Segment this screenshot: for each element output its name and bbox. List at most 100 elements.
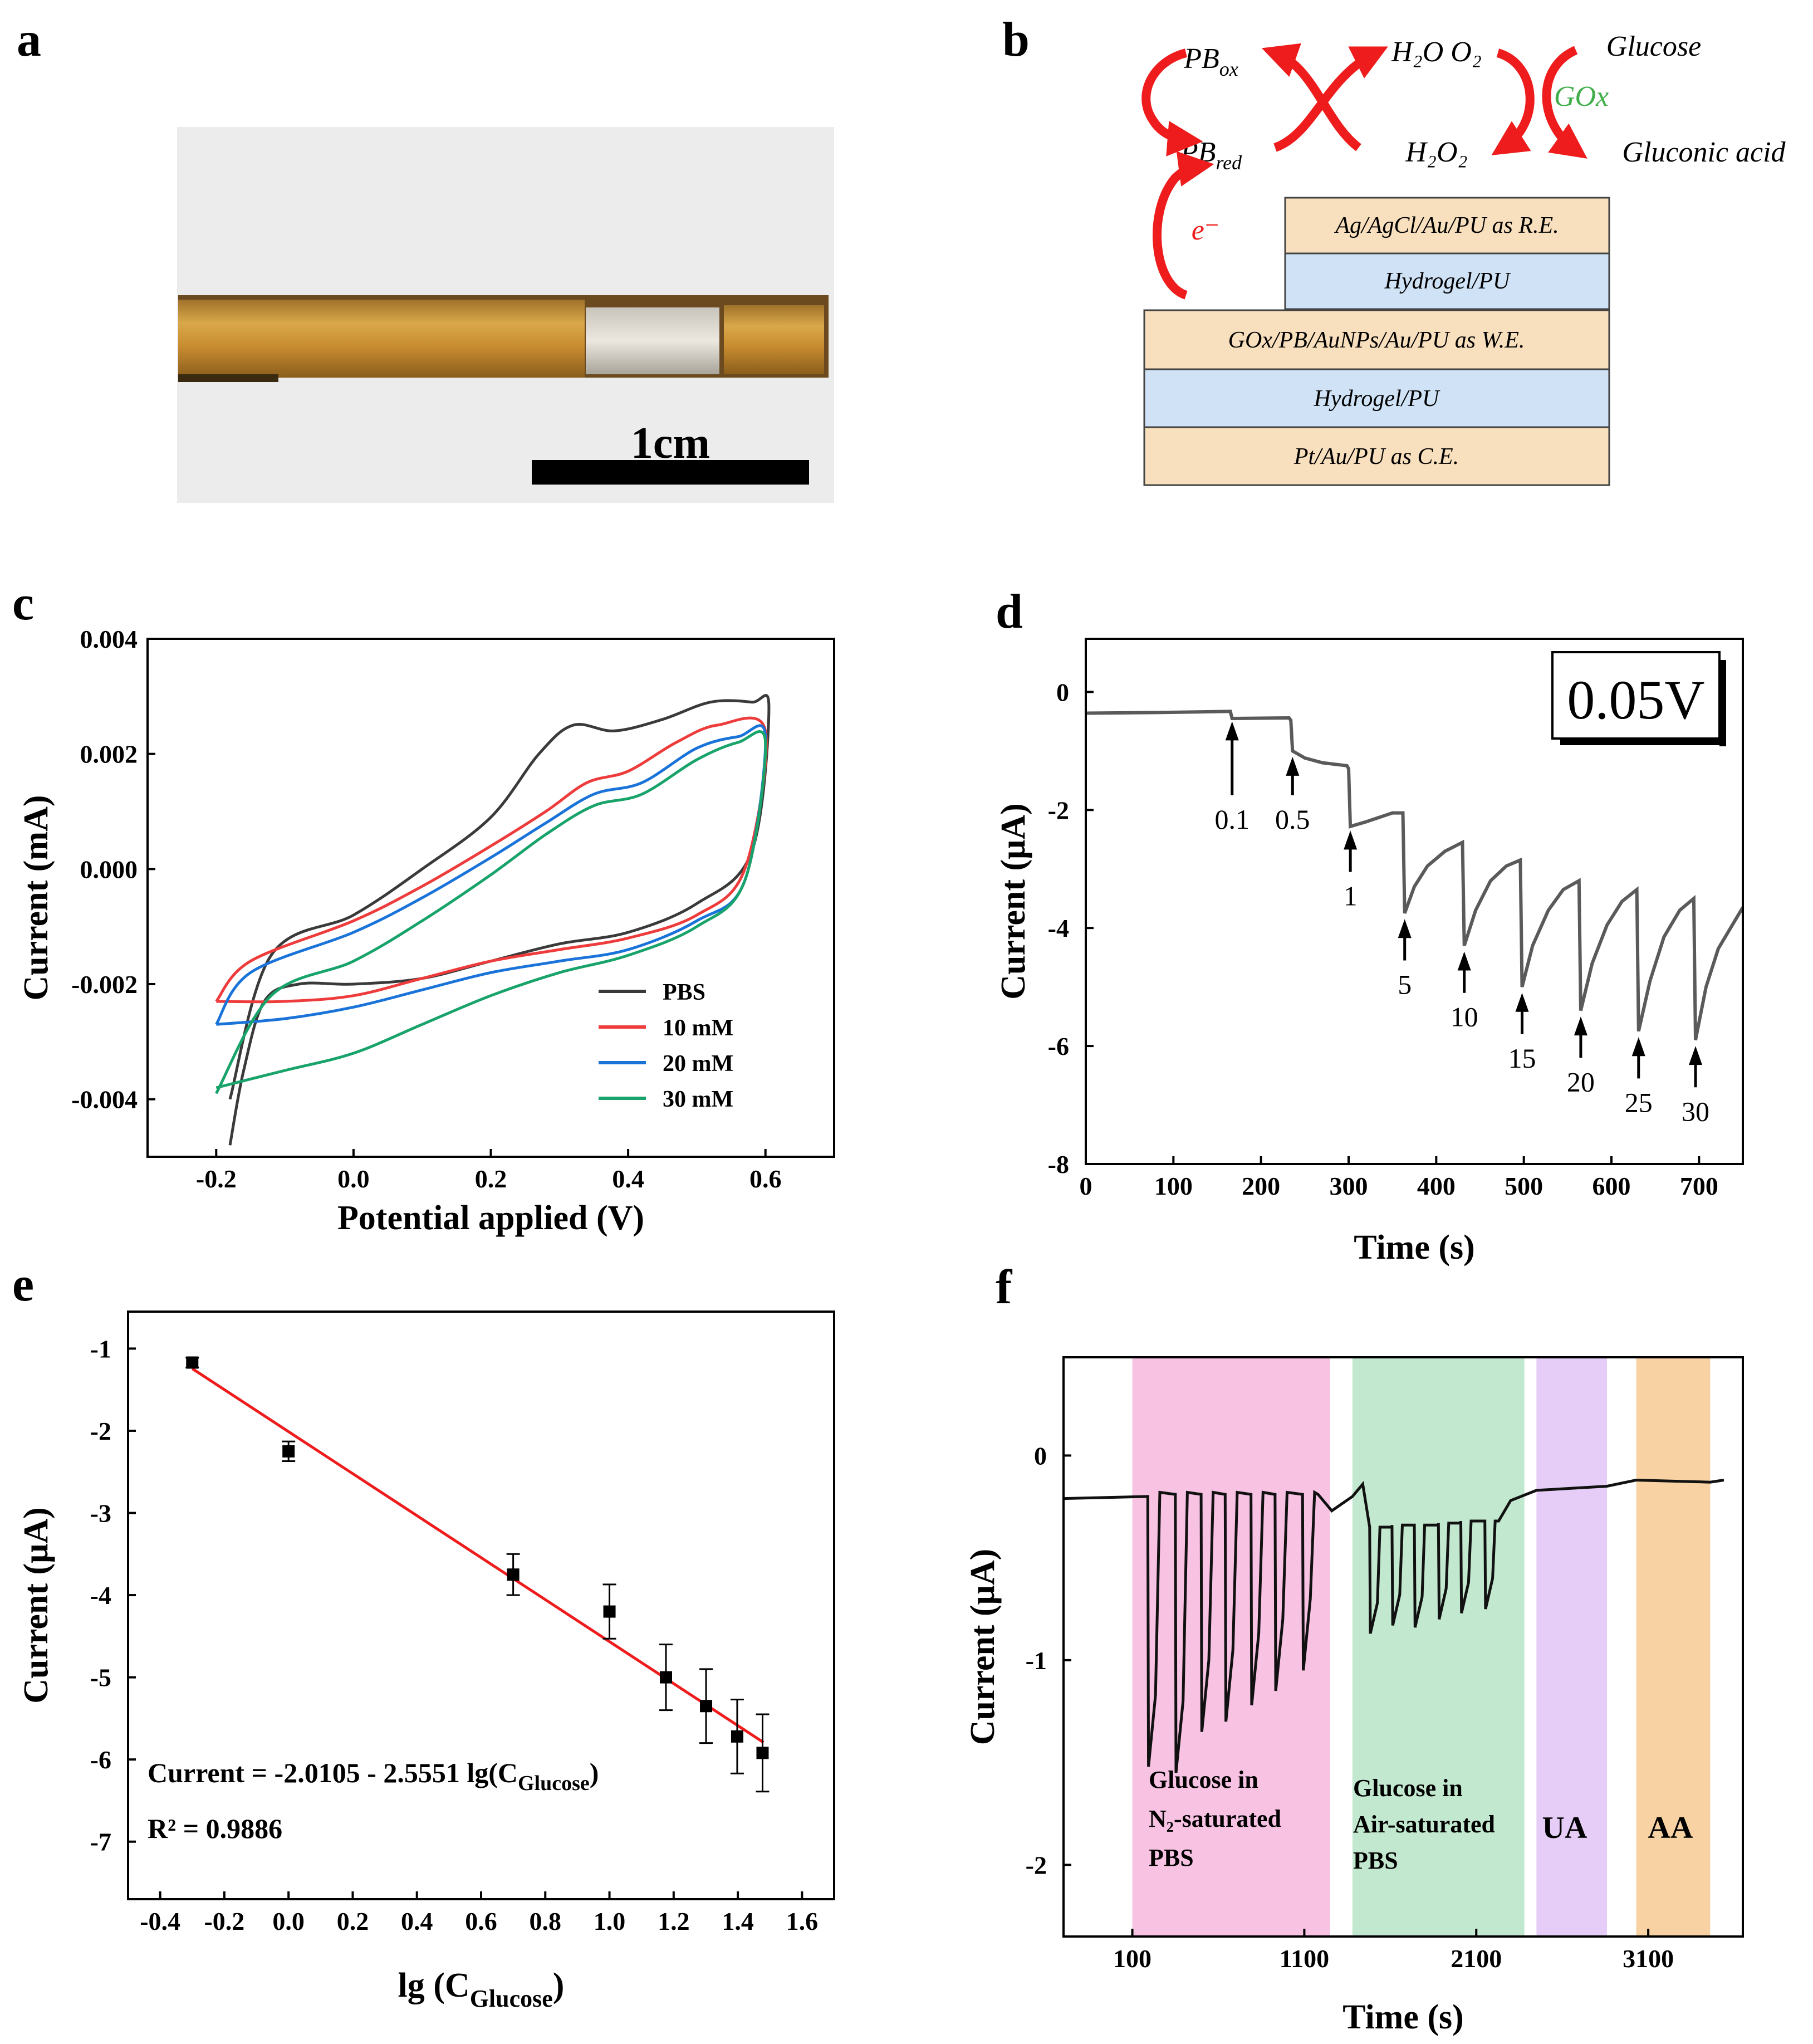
region-band-3 xyxy=(1636,1357,1711,1937)
data-point-1 xyxy=(282,1445,295,1458)
data-point-5 xyxy=(700,1700,713,1713)
addition-arrowhead-8 xyxy=(1689,1046,1703,1065)
chart-d-plot-frame xyxy=(1085,638,1744,1165)
chart-e-xtick-label: 0.4 xyxy=(401,1907,433,1935)
chart-e-xtick-label: -0.4 xyxy=(140,1907,180,1935)
gox-label: GOx xyxy=(1554,81,1609,113)
layer-ce-label: Pt/Au/PU as C.E. xyxy=(1293,444,1459,470)
addition-arrowhead-1 xyxy=(1286,756,1300,776)
addition-label-6: 20 xyxy=(1567,1066,1595,1097)
chart-e-ytick-label: -5 xyxy=(90,1664,111,1692)
chart-c-ylabel: Current (mA) xyxy=(17,795,55,1000)
scale-bar xyxy=(532,460,809,485)
addition-label-2: 1 xyxy=(1344,881,1358,912)
chart-e: -0.4 -0.2 0.0 0.2 0.4 0.6 0.8 1.0 1.2 1.4 1.6 -1 -2 -… xyxy=(17,1310,835,2012)
chart-f: 100 1100 2100 3100 0 -1 -2 Time (s) Current (μA)… xyxy=(964,1356,1744,2036)
chart-d-ytick-label: -4 xyxy=(1048,914,1069,942)
panel-b-schematic: PBox H₂O O₂ Glucose GOx PBred H₂O₂ Gluco… xyxy=(1141,31,1786,486)
addition-arrowhead-2 xyxy=(1344,830,1358,850)
layer-we xyxy=(1143,309,1610,370)
region-band-1 xyxy=(1352,1357,1525,1937)
addition-arrowhead-7 xyxy=(1631,1037,1645,1057)
electrode-gold-tip xyxy=(724,305,824,374)
region-band-0 xyxy=(1132,1357,1330,1937)
chart-d-ytick-label: -8 xyxy=(1048,1150,1069,1179)
region-label-air-line1: Glucose in xyxy=(1353,1774,1463,1802)
chart-c-xtick-label: 0.6 xyxy=(749,1165,782,1193)
chart-c-xtick-label: -0.2 xyxy=(196,1165,237,1193)
cv-series-30-mm xyxy=(215,730,767,1094)
chart-c-ytick-label: -0.004 xyxy=(71,1085,138,1114)
region-label-n2-line3: PBS xyxy=(1149,1844,1194,1871)
chart-f-xlabel: Time (s) xyxy=(1342,1998,1464,2036)
addition-label-1: 0.5 xyxy=(1275,804,1310,835)
region-label-aa: AA xyxy=(1648,1811,1693,1845)
selectivity-trace xyxy=(1063,1478,1724,1773)
addition-label-0: 0.1 xyxy=(1214,804,1250,835)
amperometric-trace xyxy=(1085,710,1745,1041)
legend-label-2: 20 mM xyxy=(663,1051,733,1077)
chart-d-xlabel: Time (s) xyxy=(1354,1229,1475,1267)
addition-label-3: 5 xyxy=(1398,969,1412,1000)
chart-e-xtick-label: 0.6 xyxy=(465,1907,497,1935)
voltage-box-shadow-right xyxy=(1719,660,1726,746)
layer-we-label: GOx/PB/AuNPs/Au/PU as W.E. xyxy=(1228,327,1525,353)
chart-f-ylabel: Current (μA) xyxy=(964,1549,1002,1745)
layer-re xyxy=(1284,197,1610,255)
data-point-3 xyxy=(603,1605,616,1618)
electrode-silver-section xyxy=(586,307,719,374)
chart-e-xtick-label: 1.4 xyxy=(722,1907,754,1935)
panel-b-letter: b xyxy=(1002,13,1030,67)
panel-d-letter: d xyxy=(996,585,1023,639)
cv-series-pbs xyxy=(228,694,771,1146)
chart-d-xtick-label: 400 xyxy=(1417,1172,1456,1200)
panel-a-letter: a xyxy=(17,13,41,67)
addition-label-5: 15 xyxy=(1508,1043,1536,1074)
chart-d-xtick-label: 700 xyxy=(1680,1172,1718,1200)
gluconic-acid-label: Gluconic acid xyxy=(1622,136,1786,168)
chart-f-xtick-label: 3100 xyxy=(1623,1944,1674,1973)
electron-arrow xyxy=(1153,151,1214,300)
pb-h2o-arrow-2 xyxy=(1273,46,1388,152)
panel-c-letter: c xyxy=(12,576,34,630)
cv-series-10-mm xyxy=(215,716,768,1004)
scale-bar-label: 1cm xyxy=(631,419,710,468)
region-label-ua: UA xyxy=(1542,1811,1587,1845)
chart-c-xtick-label: 0.0 xyxy=(337,1165,370,1193)
addition-label-8: 30 xyxy=(1682,1096,1709,1127)
electrode-lead xyxy=(178,374,278,382)
glucose-label: Glucose xyxy=(1606,31,1701,62)
region-label-n2-line1: Glucose in xyxy=(1149,1766,1258,1793)
chart-c-xlabel: Potential applied (V) xyxy=(337,1199,644,1237)
chart-c: -0.2 0.0 0.2 0.4 0.6 0.004 0.002 0.000 -0.002 -0.… xyxy=(17,625,835,1237)
legend-label-0: PBS xyxy=(663,980,705,1005)
region-label-air-line2: Air-saturated xyxy=(1353,1811,1495,1838)
addition-arrowhead-0 xyxy=(1225,721,1239,741)
chart-e-xlabel: lg (CGlucose) xyxy=(398,1967,565,2012)
layer-hydrogel-top-label: Hydrogel/PU xyxy=(1384,268,1511,294)
data-point-0 xyxy=(186,1356,199,1369)
voltage-box-shadow-bottom xyxy=(1560,739,1726,745)
layer-ce xyxy=(1143,426,1610,486)
chart-c-xtick-label: 0.4 xyxy=(612,1165,644,1193)
electron-label: e⁻ xyxy=(1192,214,1220,246)
chart-d-xtick-label: 300 xyxy=(1330,1172,1368,1200)
addition-label-7: 25 xyxy=(1625,1087,1653,1118)
chart-e-xtick-label: 1.6 xyxy=(786,1907,819,1935)
layer-hydrogel-top xyxy=(1284,252,1610,310)
chart-c-ytick-label: 0.002 xyxy=(80,740,138,769)
region-label-n2-line2: N₂-saturated xyxy=(1149,1805,1281,1832)
fit-line xyxy=(191,1367,765,1744)
chart-d-xtick-label: 0 xyxy=(1080,1172,1092,1200)
chart-e-ytick-label: -3 xyxy=(90,1499,111,1528)
chart-e-ytick-label: -1 xyxy=(90,1334,111,1363)
pb-h2o-arrow-1 xyxy=(1261,43,1361,151)
chart-d-xtick-label: 100 xyxy=(1154,1172,1193,1200)
chart-d-ytick-label: 0 xyxy=(1056,678,1069,706)
chart-e-ytick-label: -4 xyxy=(90,1581,111,1610)
chart-e-ytick-label: -7 xyxy=(90,1828,111,1856)
glucose-arrow xyxy=(1542,46,1587,159)
data-point-7 xyxy=(756,1747,769,1759)
data-point-6 xyxy=(731,1730,743,1743)
